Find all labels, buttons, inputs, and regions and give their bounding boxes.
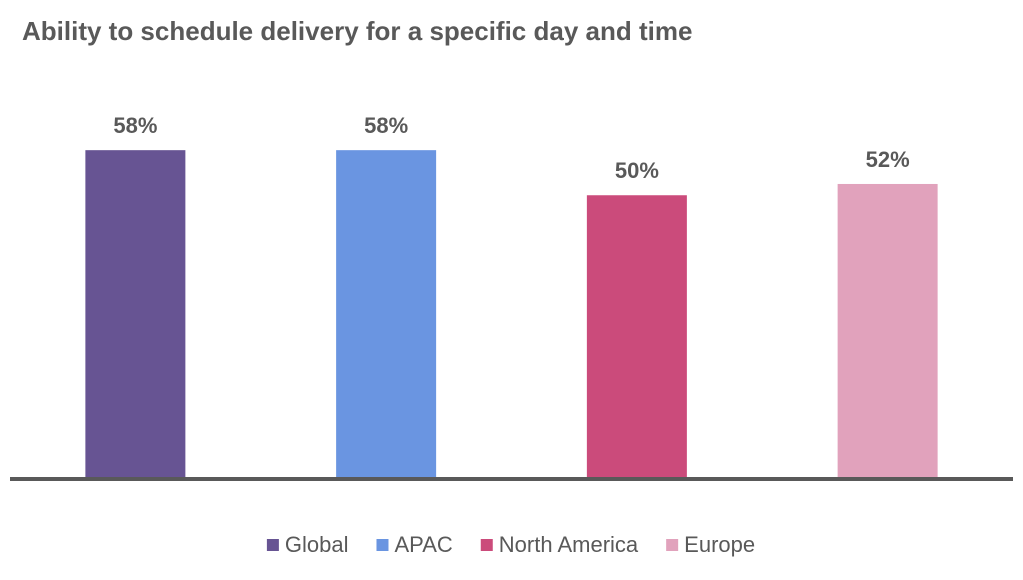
value-label: 58% bbox=[364, 113, 408, 138]
legend-swatch bbox=[376, 539, 389, 551]
value-label: 52% bbox=[866, 147, 910, 172]
legend-swatch bbox=[480, 539, 493, 551]
legend-swatch bbox=[266, 539, 279, 551]
bar bbox=[85, 150, 186, 477]
chart-title: Ability to schedule delivery for a speci… bbox=[22, 16, 692, 46]
bar bbox=[336, 150, 437, 477]
bar bbox=[837, 183, 938, 478]
legend-label: Global bbox=[285, 532, 349, 557]
value-label: 58% bbox=[113, 113, 157, 138]
value-label: 50% bbox=[615, 158, 659, 183]
legend-swatch bbox=[666, 539, 679, 551]
bar bbox=[586, 195, 687, 478]
legend-label: Europe bbox=[684, 532, 755, 557]
legend-label: APAC bbox=[394, 532, 452, 557]
legend-label: North America bbox=[499, 532, 639, 557]
